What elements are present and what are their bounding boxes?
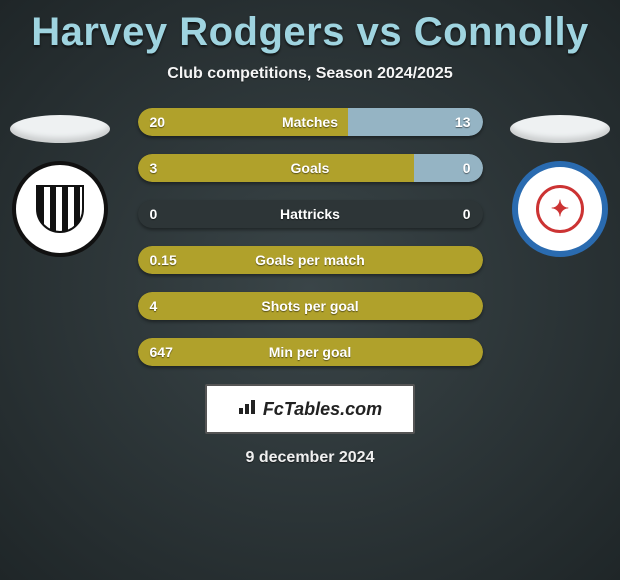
subtitle: Club competitions, Season 2024/2025 <box>0 65 620 83</box>
club-left <box>10 115 110 257</box>
brand-footer[interactable]: FcTables.com <box>205 384 415 434</box>
stat-label: Goals per match <box>138 246 483 274</box>
crest-right-inner: ✦ <box>536 185 584 233</box>
brand-text: FcTables.com <box>263 399 382 420</box>
stat-row: 0Hattricks0 <box>138 200 483 228</box>
stat-value-right: 0 <box>463 200 471 228</box>
ellipse-shadow <box>510 115 610 143</box>
stat-label: Goals <box>138 154 483 182</box>
stat-row: 3Goals0 <box>138 154 483 182</box>
stats-list: 20Matches133Goals00Hattricks00.15Goals p… <box>138 108 483 366</box>
ellipse-shadow <box>10 115 110 143</box>
stat-row: 0.15Goals per match <box>138 246 483 274</box>
stat-value-right: 13 <box>455 108 471 136</box>
stat-row: 20Matches13 <box>138 108 483 136</box>
stat-row: 4Shots per goal <box>138 292 483 320</box>
stat-row: 647Min per goal <box>138 338 483 366</box>
stat-label: Shots per goal <box>138 292 483 320</box>
crest-left-inner <box>36 185 84 233</box>
stat-label: Hattricks <box>138 200 483 228</box>
crest-right: ✦ <box>512 161 608 257</box>
page-title: Harvey Rodgers vs Connolly <box>0 10 620 55</box>
stat-value-right: 0 <box>463 154 471 182</box>
crest-left <box>12 161 108 257</box>
stat-label: Min per goal <box>138 338 483 366</box>
stat-label: Matches <box>138 108 483 136</box>
club-right: ✦ <box>510 115 610 257</box>
date-text: 9 december 2024 <box>0 449 620 467</box>
chart-icon <box>238 399 258 420</box>
